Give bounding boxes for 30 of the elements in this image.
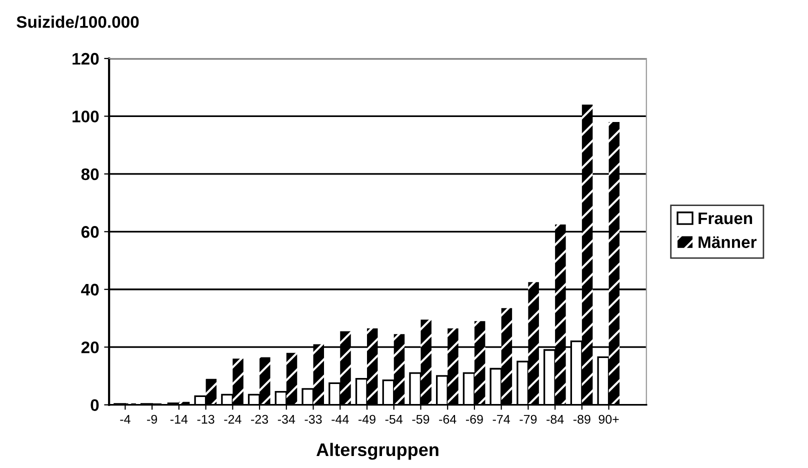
x-axis-title: Altersgruppen [316, 442, 438, 460]
x-tick-label: -24 [224, 414, 242, 424]
x-tick-label: -59 [412, 414, 430, 424]
y-axis-title: Suizide/100.000 [16, 16, 139, 28]
x-tick-label: -89 [573, 414, 590, 424]
x-tick-label: -79 [520, 414, 537, 424]
x-tick-label: -49 [358, 414, 376, 424]
x-tick-label: -4 [120, 415, 130, 424]
y-tick-label: 0 [90, 399, 99, 412]
y-tick-label: 80 [81, 168, 99, 180]
x-tick-label: -69 [466, 414, 483, 424]
x-tick-label: -54 [385, 415, 403, 424]
y-tick-label: 120 [72, 52, 99, 65]
legend-label: Frauen [698, 212, 752, 224]
x-tick-label: -84 [546, 414, 564, 424]
x-tick-label: 90+ [598, 414, 619, 424]
legend-label: Männer [698, 236, 757, 248]
y-tick-label: 60 [81, 226, 99, 238]
x-tick-label: -23 [251, 414, 268, 424]
x-tick-label: -44 [332, 415, 349, 424]
x-tick-label: -64 [439, 414, 456, 424]
y-tick-label: 40 [81, 284, 99, 296]
y-tick-label: 100 [72, 110, 99, 122]
x-tick-label: -9 [147, 414, 158, 424]
x-tick-label: -14 [170, 415, 188, 424]
x-tick-label: -13 [197, 414, 214, 424]
x-tick-label: -33 [304, 414, 322, 424]
x-tick-label: -74 [492, 415, 510, 424]
x-tick-label: -34 [278, 414, 296, 424]
y-tick-label: 20 [81, 342, 99, 354]
